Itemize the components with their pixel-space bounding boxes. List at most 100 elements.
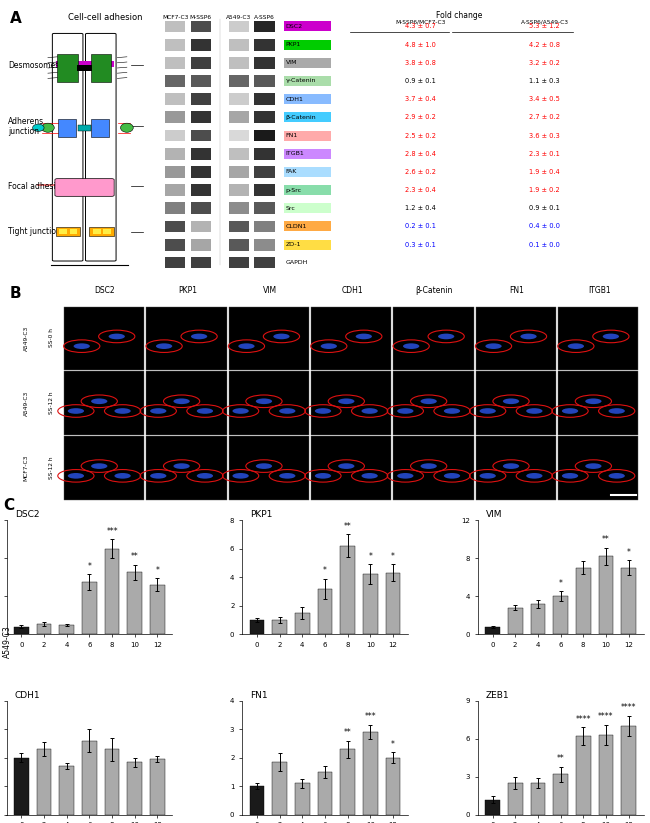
- Circle shape: [315, 473, 331, 479]
- Text: 4.8 ± 1.0: 4.8 ± 1.0: [405, 42, 436, 48]
- Text: 3.7 ± 0.4: 3.7 ± 0.4: [405, 96, 436, 102]
- Text: 2.3 ± 0.1: 2.3 ± 0.1: [529, 151, 560, 156]
- Bar: [57, 53, 78, 82]
- Circle shape: [279, 408, 296, 414]
- Text: 5.3 ± 1.2: 5.3 ± 1.2: [529, 23, 560, 30]
- Bar: [576, 736, 591, 815]
- Bar: [165, 239, 185, 250]
- Bar: [229, 257, 249, 269]
- Bar: [283, 239, 332, 249]
- Bar: [77, 65, 92, 71]
- Text: A549-C3: A549-C3: [3, 625, 12, 658]
- Bar: [229, 436, 309, 500]
- Text: *: *: [558, 579, 562, 588]
- Bar: [229, 221, 249, 232]
- Bar: [64, 306, 144, 370]
- Bar: [476, 371, 556, 435]
- Text: 0.1 ± 0.0: 0.1 ± 0.0: [529, 242, 560, 248]
- Text: 0.2 ± 0.1: 0.2 ± 0.1: [405, 224, 436, 230]
- Bar: [105, 549, 120, 635]
- Circle shape: [73, 343, 90, 349]
- Text: 4.2 ± 0.8: 4.2 ± 0.8: [529, 42, 560, 48]
- Bar: [576, 568, 591, 635]
- Circle shape: [361, 408, 378, 414]
- Circle shape: [608, 408, 625, 414]
- Text: ***: ***: [365, 713, 376, 722]
- Bar: [190, 166, 211, 178]
- Bar: [250, 786, 265, 815]
- Bar: [311, 436, 391, 500]
- Text: 3.4 ± 0.5: 3.4 ± 0.5: [529, 96, 560, 102]
- Bar: [90, 53, 111, 82]
- Bar: [295, 783, 309, 815]
- Bar: [283, 221, 332, 231]
- Bar: [105, 749, 120, 815]
- Text: 3.2 ± 0.2: 3.2 ± 0.2: [529, 60, 560, 66]
- Text: DSC2: DSC2: [15, 510, 39, 519]
- Bar: [283, 40, 332, 49]
- Bar: [283, 94, 332, 105]
- Bar: [363, 732, 378, 815]
- Circle shape: [233, 408, 249, 414]
- Circle shape: [480, 408, 496, 414]
- Text: FN1: FN1: [250, 690, 268, 700]
- Bar: [103, 229, 111, 235]
- Bar: [190, 221, 211, 232]
- Ellipse shape: [120, 123, 133, 133]
- Text: *: *: [88, 562, 92, 571]
- Bar: [89, 227, 114, 236]
- Bar: [64, 371, 144, 435]
- Text: 1.2 ± 0.4: 1.2 ± 0.4: [405, 205, 436, 212]
- Bar: [93, 229, 101, 235]
- Circle shape: [526, 473, 543, 479]
- Text: 2.7 ± 0.2: 2.7 ± 0.2: [529, 114, 560, 120]
- Bar: [283, 203, 332, 213]
- Bar: [229, 306, 309, 370]
- Circle shape: [397, 473, 413, 479]
- Bar: [146, 306, 227, 370]
- Text: DSC2: DSC2: [95, 286, 115, 295]
- Bar: [229, 57, 249, 68]
- Text: M-SSP6/MCF7-C3: M-SSP6/MCF7-C3: [395, 20, 446, 25]
- Text: VIM: VIM: [285, 60, 297, 65]
- Bar: [254, 39, 275, 50]
- Bar: [621, 726, 636, 815]
- Bar: [64, 436, 144, 500]
- Text: ****: ****: [621, 704, 636, 713]
- Bar: [229, 166, 249, 178]
- Bar: [393, 306, 474, 370]
- Bar: [229, 75, 249, 87]
- Text: ****: ****: [575, 714, 591, 723]
- Text: C: C: [3, 498, 14, 513]
- Bar: [150, 585, 165, 635]
- Bar: [150, 759, 165, 815]
- Text: ZO-1: ZO-1: [285, 242, 301, 247]
- Circle shape: [256, 398, 272, 404]
- Text: ITGB1: ITGB1: [285, 151, 304, 156]
- Text: DSC2: DSC2: [285, 24, 303, 29]
- Text: *: *: [391, 552, 395, 561]
- Bar: [283, 21, 332, 31]
- Bar: [229, 184, 249, 196]
- Text: PKP1: PKP1: [285, 42, 301, 47]
- Bar: [485, 799, 500, 815]
- Circle shape: [480, 473, 496, 479]
- Circle shape: [91, 398, 107, 404]
- Text: M-SSP6: M-SSP6: [190, 15, 212, 20]
- Bar: [621, 568, 636, 635]
- Bar: [91, 119, 109, 137]
- Text: 2.5 ± 0.2: 2.5 ± 0.2: [405, 133, 436, 138]
- Bar: [36, 749, 51, 815]
- Circle shape: [526, 408, 543, 414]
- Text: ZEB1: ZEB1: [486, 690, 510, 700]
- Text: ***: ***: [107, 527, 118, 536]
- Bar: [165, 148, 185, 160]
- Bar: [56, 61, 114, 67]
- Circle shape: [503, 398, 519, 404]
- Text: SS-12 h: SS-12 h: [49, 457, 54, 479]
- Circle shape: [585, 398, 601, 404]
- Circle shape: [68, 473, 84, 479]
- Circle shape: [114, 473, 131, 479]
- Bar: [250, 620, 265, 635]
- Bar: [508, 783, 523, 815]
